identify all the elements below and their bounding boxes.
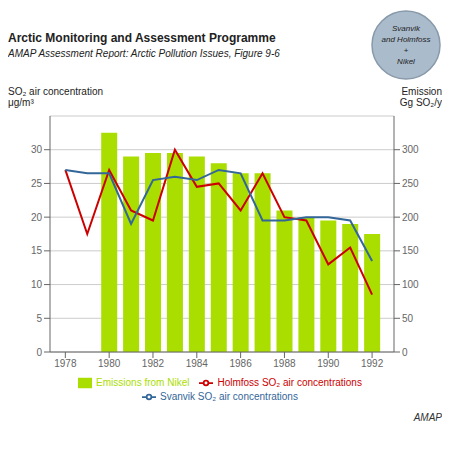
svg-text:0: 0 [36, 347, 42, 358]
svg-text:10: 10 [31, 279, 43, 290]
svg-text:250: 250 [402, 178, 419, 189]
svg-text:150: 150 [402, 245, 419, 256]
svg-text:1982: 1982 [142, 358, 165, 369]
html-text:μg/m³: μg/m³ [8, 97, 34, 108]
svg-text:1980: 1980 [98, 358, 121, 369]
svg-text:1990: 1990 [317, 358, 340, 369]
html-text:Holmfoss SO₂ air concentration: Holmfoss SO₂ air concentrations [217, 376, 362, 388]
svg-text:1986: 1986 [229, 358, 252, 369]
svg-text:25: 25 [31, 178, 43, 189]
svg-text:1984: 1984 [186, 358, 209, 369]
svg-text:300: 300 [402, 144, 419, 155]
svg-text:0: 0 [402, 347, 408, 358]
svg-text:200: 200 [402, 212, 419, 223]
svg-text:1992: 1992 [361, 358, 384, 369]
svg-text:Svanvik: Svanvik [392, 24, 421, 33]
svg-text:and Holmfoss: and Holmfoss [382, 35, 431, 44]
svg-text:1988: 1988 [273, 358, 296, 369]
svg-text:100: 100 [402, 279, 419, 290]
svg-text:15: 15 [31, 245, 43, 256]
svg-text:50: 50 [402, 313, 414, 324]
html-text:AMAP Assessment Report: Arctic: AMAP Assessment Report: Arctic Pollution… [8, 48, 280, 59]
html-text:Gg SO₂/y: Gg SO₂/y [399, 97, 442, 108]
svg-text:20: 20 [31, 212, 43, 223]
html-text:SO₂ air concentration: SO₂ air concentration [8, 86, 103, 97]
html-text:AMAP: AMAP [413, 412, 442, 423]
svg-text:Nikel: Nikel [397, 57, 415, 66]
html-text:Emissions from Nikel: Emissions from Nikel [96, 376, 190, 388]
svg-text:1978: 1978 [54, 358, 77, 369]
svg-text:+: + [404, 46, 409, 55]
html-text:Arctic Monitoring and Assessme: Arctic Monitoring and Assessment Program… [8, 31, 276, 45]
svg-text:30: 30 [31, 144, 43, 155]
html-text:Emission: Emission [401, 86, 442, 97]
html-text:Svanvik SO₂ air concentrations: Svanvik SO₂ air concentrations [160, 390, 298, 402]
svg-text:5: 5 [36, 313, 42, 324]
